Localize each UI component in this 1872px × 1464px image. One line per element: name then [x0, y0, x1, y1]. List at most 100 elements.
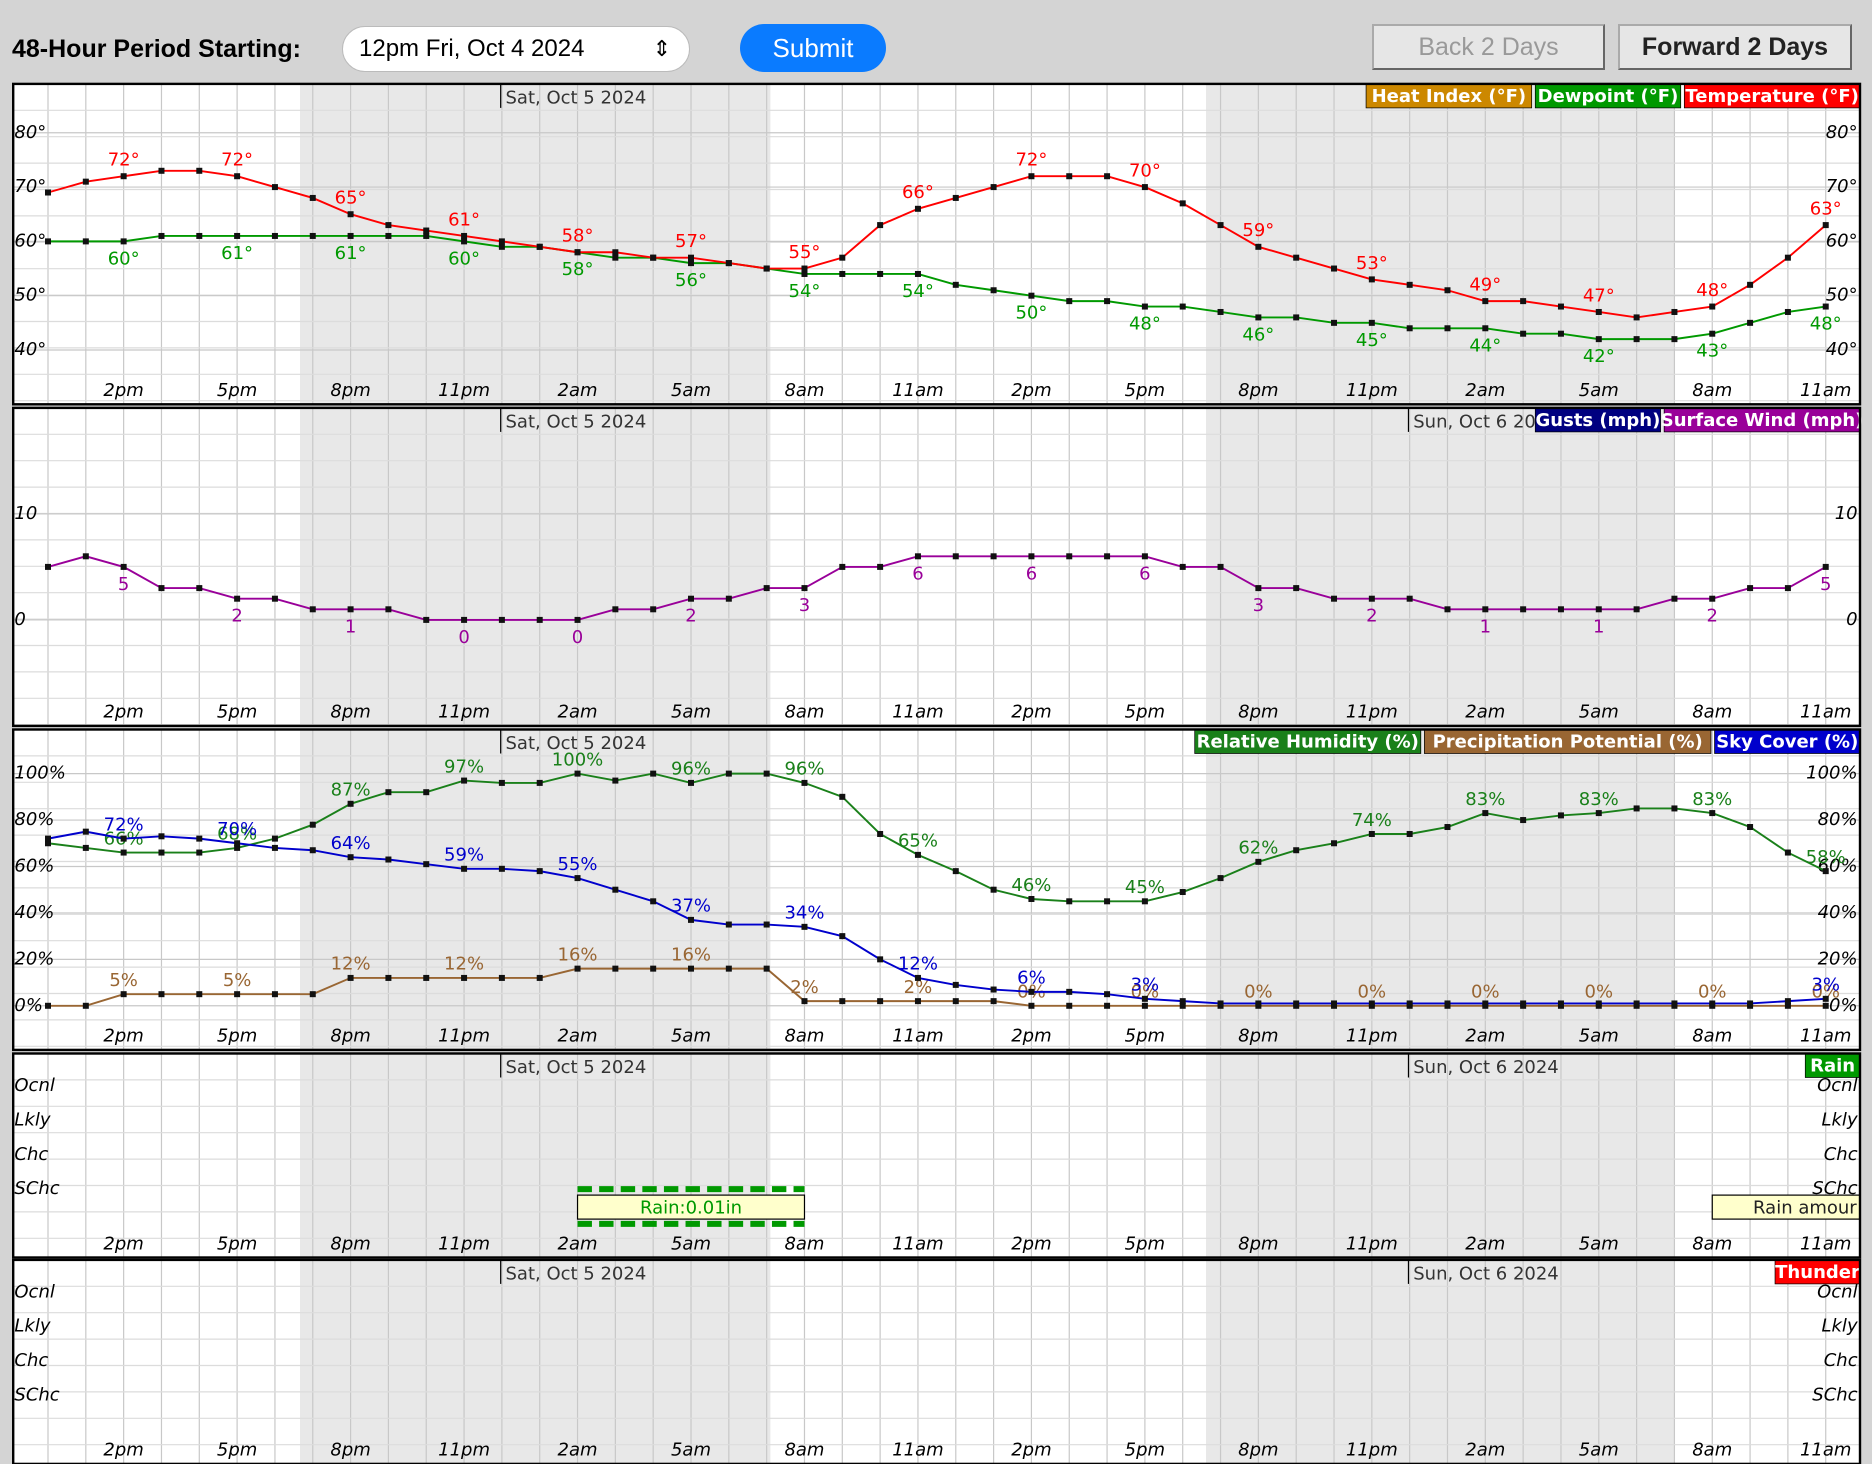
value-label: 12% — [331, 954, 371, 975]
data-point — [725, 921, 732, 928]
legend-box — [1194, 729, 1422, 754]
data-point — [461, 616, 468, 623]
value-label: 2 — [685, 606, 696, 627]
data-point — [1028, 173, 1035, 180]
value-label: 3% — [1811, 975, 1840, 996]
data-point — [1141, 1002, 1148, 1009]
data-point — [1104, 173, 1111, 180]
day-label: Sat, Oct 5 2024 — [505, 733, 646, 754]
y-level-label: SChc — [1812, 1385, 1857, 1406]
legend-label: Rain — [1810, 1056, 1855, 1077]
data-point — [385, 222, 392, 229]
data-point — [839, 998, 846, 1005]
data-point — [158, 849, 165, 856]
value-label: 1 — [1593, 616, 1604, 637]
data-point — [1822, 303, 1829, 310]
x-tick-label: 5am — [1579, 1233, 1619, 1254]
data-point — [1331, 265, 1338, 272]
data-point — [763, 585, 770, 592]
data-point — [725, 260, 732, 267]
data-point — [196, 849, 203, 856]
value-label: 12% — [898, 954, 938, 975]
x-tick-label: 2pm — [1011, 1440, 1051, 1461]
x-tick-label: 8am — [1692, 1233, 1732, 1254]
data-point — [1066, 173, 1073, 180]
value-label: 54° — [902, 281, 934, 302]
forward-button[interactable]: Forward 2 Days — [1618, 24, 1852, 70]
data-point — [82, 553, 89, 560]
y-level-label: Lkly — [14, 1109, 50, 1130]
x-tick-label: 5am — [1579, 1026, 1619, 1047]
x-tick-label: 2am — [1465, 702, 1505, 723]
data-point — [423, 789, 430, 796]
data-point — [498, 616, 505, 623]
data-point — [1141, 303, 1148, 310]
legend-box — [1424, 729, 1712, 754]
y-level-label: Chc — [14, 1350, 48, 1371]
x-tick-label: 5am — [671, 1233, 711, 1254]
data-point — [688, 254, 695, 261]
data-point — [688, 965, 695, 972]
y-tick-label: 80% — [14, 809, 54, 830]
data-point — [650, 898, 657, 905]
submit-button[interactable]: Submit — [740, 24, 886, 72]
data-point — [82, 1002, 89, 1009]
day-label: Sat, Oct 5 2024 — [505, 87, 646, 108]
value-label: 72° — [1015, 150, 1047, 171]
x-tick-label: 8am — [1692, 1026, 1732, 1047]
legend-label: Thunder — [1775, 1262, 1860, 1283]
value-label: 61° — [335, 243, 367, 264]
data-point — [536, 868, 543, 875]
x-tick-label: 2am — [1465, 1026, 1505, 1047]
x-tick-label: 5pm — [1125, 380, 1165, 401]
y-tick-label: 40% — [14, 902, 54, 923]
data-point — [45, 835, 51, 842]
period-label: 48-Hour Period Starting: — [12, 34, 301, 63]
data-point — [914, 205, 921, 212]
data-point — [309, 194, 316, 201]
value-label: 3 — [1253, 595, 1264, 616]
value-label: 2% — [904, 977, 933, 998]
value-label: 96% — [784, 759, 824, 780]
panel-border — [11, 82, 1862, 406]
y-level-label: Chc — [1824, 1144, 1858, 1165]
value-label: 61° — [221, 243, 253, 264]
data-point — [309, 232, 316, 239]
data-point — [1595, 336, 1602, 343]
data-point — [120, 238, 127, 245]
back-button[interactable]: Back 2 Days — [1372, 24, 1605, 70]
data-point — [1633, 1000, 1640, 1007]
data-point — [536, 779, 543, 786]
data-point — [1784, 998, 1791, 1005]
value-label: 65% — [898, 831, 938, 852]
data-point — [347, 606, 354, 613]
data-point — [1633, 314, 1640, 321]
period-select[interactable]: 12pm Fri, Oct 4 2024 ⇕ — [342, 26, 690, 72]
value-label: 16% — [558, 944, 598, 965]
x-tick-label: 11pm — [1346, 1233, 1398, 1254]
data-point — [877, 270, 884, 277]
value-label: 59% — [444, 845, 484, 866]
value-label: 62% — [1238, 838, 1278, 859]
data-point — [1520, 1000, 1527, 1007]
data-point — [347, 800, 354, 807]
night-shade — [300, 407, 771, 726]
data-point — [1179, 998, 1186, 1005]
data-point — [1557, 330, 1564, 337]
value-label: 56° — [675, 270, 707, 291]
value-label: 50° — [1015, 303, 1047, 324]
data-point — [423, 616, 430, 623]
x-tick-label: 11am — [892, 1233, 943, 1254]
value-label: 5% — [223, 970, 252, 991]
data-point — [877, 956, 884, 963]
value-label: 1 — [1480, 616, 1491, 637]
value-label: 6 — [1139, 563, 1150, 584]
data-point — [1671, 595, 1678, 602]
y-tick-label: 60% — [14, 855, 54, 876]
x-tick-label: 11pm — [438, 1233, 490, 1254]
x-tick-label: 8am — [784, 1026, 824, 1047]
data-point — [801, 923, 808, 930]
amount-label: Rain:0.01in — [640, 1197, 742, 1218]
data-point — [1368, 595, 1375, 602]
data-point — [1179, 1002, 1186, 1009]
